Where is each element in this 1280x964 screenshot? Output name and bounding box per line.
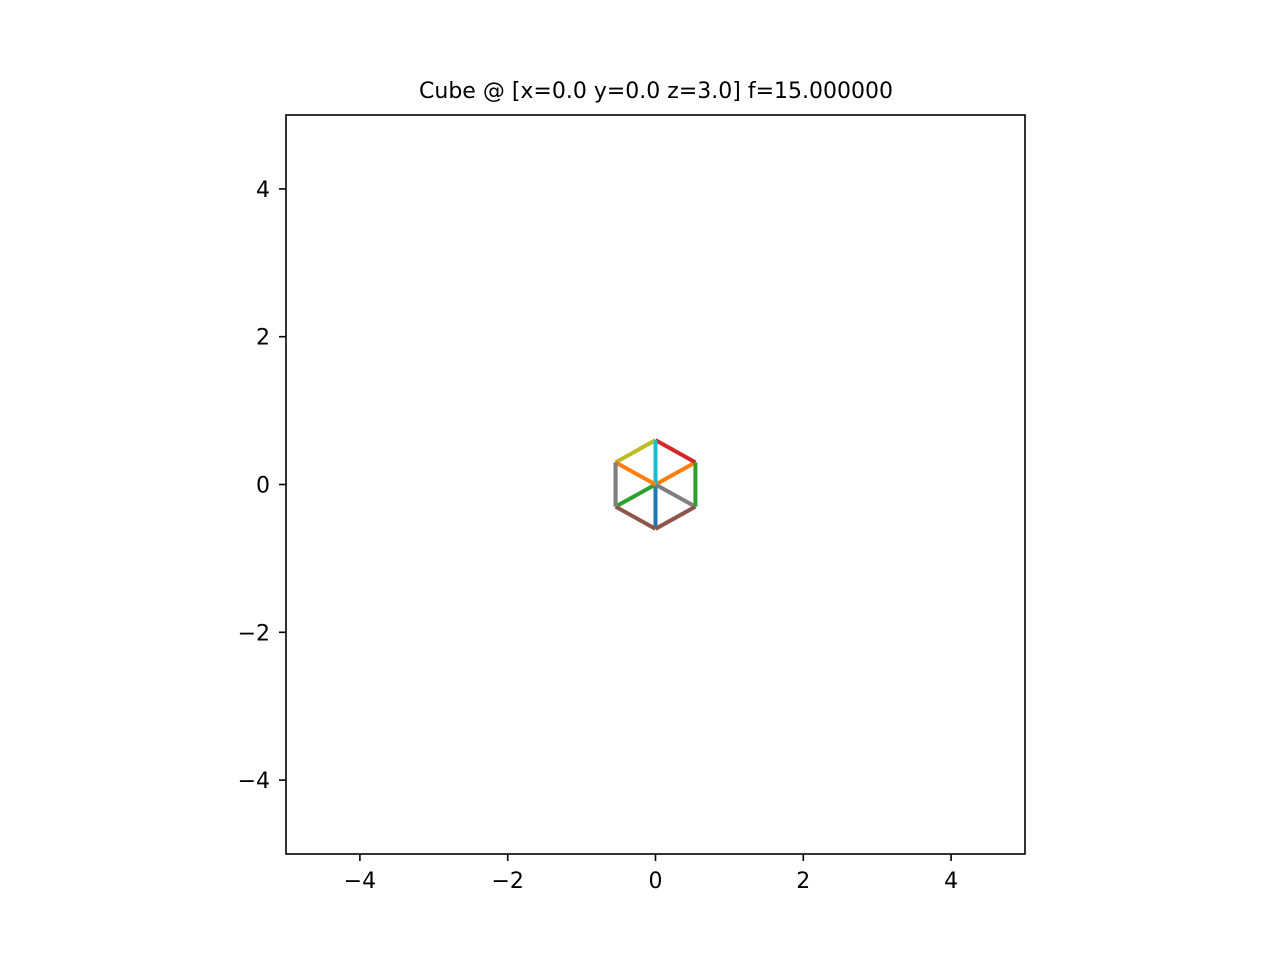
y-tick-label: 2 [256, 326, 270, 351]
cube-edge-2 [614, 482, 657, 509]
plot-lines [613, 438, 698, 531]
y-tick-label: −2 [238, 621, 270, 646]
cube-edge-5 [614, 504, 657, 531]
cube-edge-1 [654, 460, 697, 487]
axes-frame [285, 114, 1026, 855]
cube-edge-13 [654, 504, 697, 531]
cube-edge-10 [614, 460, 657, 487]
cube-edge-3 [654, 438, 697, 465]
cube-edge-8 [614, 438, 657, 465]
x-tick-label: −4 [344, 869, 376, 894]
y-tick-label: −4 [238, 769, 270, 794]
cube-edge-7 [654, 482, 697, 509]
x-tick-label: 2 [796, 869, 810, 894]
y-tick-label: 4 [256, 178, 270, 203]
x-ticks: −4 −2 0 2 4 [344, 854, 958, 894]
y-tick-label: 0 [256, 474, 270, 499]
x-tick-label: −2 [491, 869, 523, 894]
y-ticks: −4 −2 0 2 4 [238, 178, 286, 794]
chart-title: Cube @ [x=0.0 y=0.0 z=3.0] f=15.000000 [419, 79, 893, 104]
x-tick-label: 4 [944, 869, 958, 894]
x-tick-label: 0 [649, 869, 663, 894]
